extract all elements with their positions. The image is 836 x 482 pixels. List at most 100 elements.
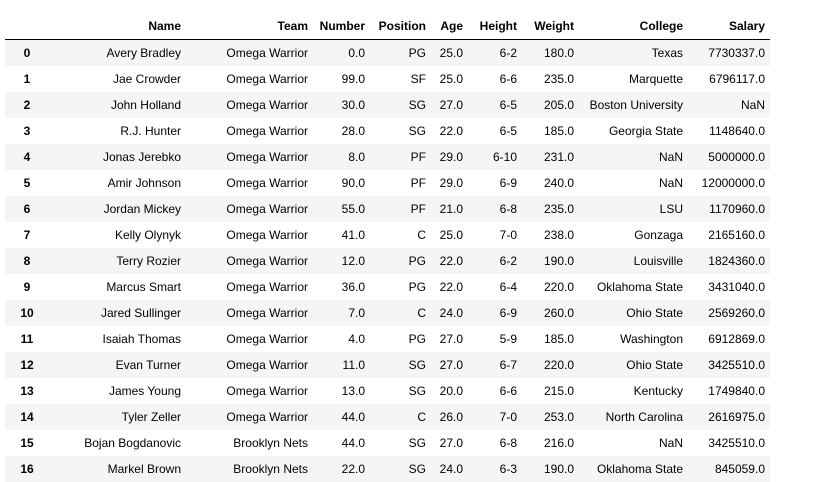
cell-number: 30.0 (313, 92, 370, 118)
cell-weight: 215.0 (522, 378, 579, 404)
cell-college: Kentucky (579, 378, 688, 404)
cell-height: 5-9 (468, 326, 522, 352)
cell-age: 21.0 (431, 196, 468, 222)
cell-height: 6-10 (468, 144, 522, 170)
cell-weight: 231.0 (522, 144, 579, 170)
cell-height: 6-2 (468, 40, 522, 67)
cell-salary: 2165160.0 (688, 222, 770, 248)
cell-weight: 220.0 (522, 352, 579, 378)
cell-weight: 205.0 (522, 92, 579, 118)
cell-number: 0.0 (313, 40, 370, 67)
cell-age: 22.0 (431, 118, 468, 144)
cell-team: Omega Warrior (186, 300, 313, 326)
cell-team: Omega Warrior (186, 144, 313, 170)
row-index: 6 (5, 196, 49, 222)
cell-salary: 12000000.0 (688, 170, 770, 196)
cell-salary: 3431040.0 (688, 274, 770, 300)
cell-age: 27.0 (431, 352, 468, 378)
column-header-team: Team (186, 13, 313, 40)
cell-weight: 260.0 (522, 300, 579, 326)
cell-name: John Holland (49, 92, 186, 118)
cell-number: 11.0 (313, 352, 370, 378)
cell-age: 22.0 (431, 248, 468, 274)
row-index: 16 (5, 456, 49, 482)
row-index: 0 (5, 40, 49, 67)
cell-name: Marcus Smart (49, 274, 186, 300)
cell-position: PG (370, 326, 431, 352)
cell-height: 6-7 (468, 352, 522, 378)
cell-name: Jonas Jerebko (49, 144, 186, 170)
cell-team: Brooklyn Nets (186, 430, 313, 456)
cell-number: 4.0 (313, 326, 370, 352)
column-header-weight: Weight (522, 13, 579, 40)
cell-position: SG (370, 352, 431, 378)
row-index: 3 (5, 118, 49, 144)
cell-college: LSU (579, 196, 688, 222)
cell-college: Oklahoma State (579, 274, 688, 300)
cell-number: 13.0 (313, 378, 370, 404)
row-index: 1 (5, 66, 49, 92)
cell-college: NaN (579, 430, 688, 456)
column-header-number: Number (313, 13, 370, 40)
index-header (5, 13, 49, 40)
cell-number: 28.0 (313, 118, 370, 144)
cell-college: Louisville (579, 248, 688, 274)
cell-college: Ohio State (579, 352, 688, 378)
cell-weight: 185.0 (522, 326, 579, 352)
column-header-college: College (579, 13, 688, 40)
cell-height: 7-0 (468, 222, 522, 248)
cell-age: 25.0 (431, 66, 468, 92)
column-header-height: Height (468, 13, 522, 40)
cell-salary: 6912869.0 (688, 326, 770, 352)
cell-weight: 238.0 (522, 222, 579, 248)
cell-number: 36.0 (313, 274, 370, 300)
cell-position: SG (370, 456, 431, 482)
cell-college: Gonzaga (579, 222, 688, 248)
cell-name: Tyler Zeller (49, 404, 186, 430)
cell-team: Omega Warrior (186, 274, 313, 300)
cell-name: R.J. Hunter (49, 118, 186, 144)
cell-weight: 190.0 (522, 456, 579, 482)
cell-height: 6-6 (468, 66, 522, 92)
cell-age: 26.0 (431, 404, 468, 430)
cell-height: 6-3 (468, 456, 522, 482)
cell-college: Georgia State (579, 118, 688, 144)
cell-name: Avery Bradley (49, 40, 186, 67)
row-index: 15 (5, 430, 49, 456)
cell-weight: 180.0 (522, 40, 579, 67)
cell-age: 29.0 (431, 144, 468, 170)
cell-age: 25.0 (431, 40, 468, 67)
cell-team: Omega Warrior (186, 170, 313, 196)
row-index: 10 (5, 300, 49, 326)
cell-number: 12.0 (313, 248, 370, 274)
cell-name: Markel Brown (49, 456, 186, 482)
cell-height: 7-0 (468, 404, 522, 430)
column-header-name: Name (49, 13, 186, 40)
cell-team: Omega Warrior (186, 352, 313, 378)
cell-name: Evan Turner (49, 352, 186, 378)
cell-position: PF (370, 196, 431, 222)
cell-name: Terry Rozier (49, 248, 186, 274)
cell-age: 22.0 (431, 274, 468, 300)
cell-salary: 7730337.0 (688, 40, 770, 67)
cell-name: James Young (49, 378, 186, 404)
cell-position: PG (370, 40, 431, 67)
cell-height: 6-2 (468, 248, 522, 274)
cell-salary: 3425510.0 (688, 430, 770, 456)
row-index: 11 (5, 326, 49, 352)
cell-position: C (370, 222, 431, 248)
